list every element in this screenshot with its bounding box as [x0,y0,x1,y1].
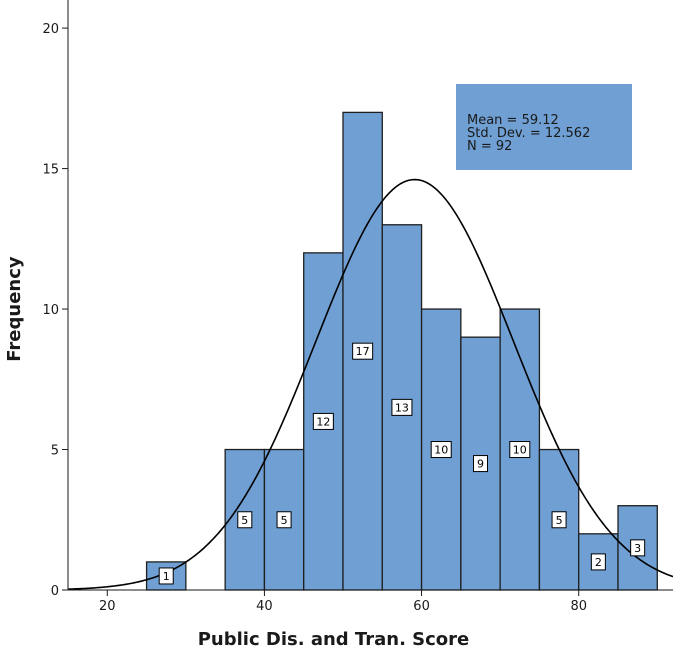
bar-value-label-text: 17 [356,345,370,358]
x-axis-title: Public Dis. and Tran. Score [198,629,470,650]
bar-value-label-box [473,455,488,473]
bar-value-label: 5 [276,511,292,529]
x-tick-label: 40 [256,599,273,614]
bar-value-label-box [430,441,452,459]
bar-value-label-text: 9 [477,458,484,471]
bar-value-label-text: 12 [316,415,330,428]
bar-value-label: 1 [158,567,174,585]
bar-value-label-text: 2 [595,556,602,569]
bar-value-label-box [509,441,531,459]
bar-value-label-text: 10 [513,444,527,457]
bar-value-label: 12 [312,412,334,430]
bar-value-label: 17 [352,342,374,360]
y-tick-label: 15 [42,163,59,178]
y-tick-label: 10 [42,303,59,318]
bar-value-label-box [551,511,567,529]
bar-value-label-box [352,342,374,360]
stats-n-text: N = 92 [467,139,512,154]
bar-value-label-text: 3 [634,542,641,555]
bar-value-label-box [158,567,174,585]
bar-value-label-box [237,511,253,529]
bar-value-label: 13 [391,398,413,416]
bar-value-label: 5 [551,511,567,529]
y-tick-label: 0 [51,584,59,599]
bar-value-label: 9 [473,455,488,473]
bar-value-label-box [276,511,292,529]
bar-value-label-text: 13 [395,401,409,414]
stats-mean-text: Mean = 59.12 [467,113,559,128]
bar-labels-layer: 1 5 5 12 17 13 10 9 10 5 2 3 [158,342,646,585]
bar-value-label: 5 [237,511,253,529]
stats-std-dev-text: Std. Dev. = 12.562 [467,126,590,141]
stats-box-background [456,84,632,170]
x-tick-label: 60 [413,599,430,614]
y-axis-title: Frequency [4,256,25,362]
bar-value-label: 2 [590,553,606,571]
bar-value-label-text: 5 [556,514,563,527]
y-tick-label: 20 [42,22,59,37]
bars-layer [145,111,658,591]
x-tick-label: 20 [99,599,116,614]
bar-value-label-box [590,553,606,571]
bar-value-label-text: 5 [281,514,288,527]
bar-value-label: 10 [509,441,531,459]
bar-value-label-box [391,398,413,416]
bar-value-label-text: 5 [241,514,248,527]
bar-value-label: 3 [630,539,646,557]
stats-box: Mean = 59.12 Std. Dev. = 12.562 N = 92 [456,84,632,170]
x-tick-label: 80 [570,599,587,614]
y-tick-label: 5 [51,444,59,459]
histogram-bar [460,336,501,591]
bar-value-label-box [630,539,646,557]
bar-value-label-text: 1 [163,570,170,583]
bar-value-label-box [312,412,334,430]
bar-value-label-text: 10 [434,444,448,457]
bar-value-label: 10 [430,441,452,459]
